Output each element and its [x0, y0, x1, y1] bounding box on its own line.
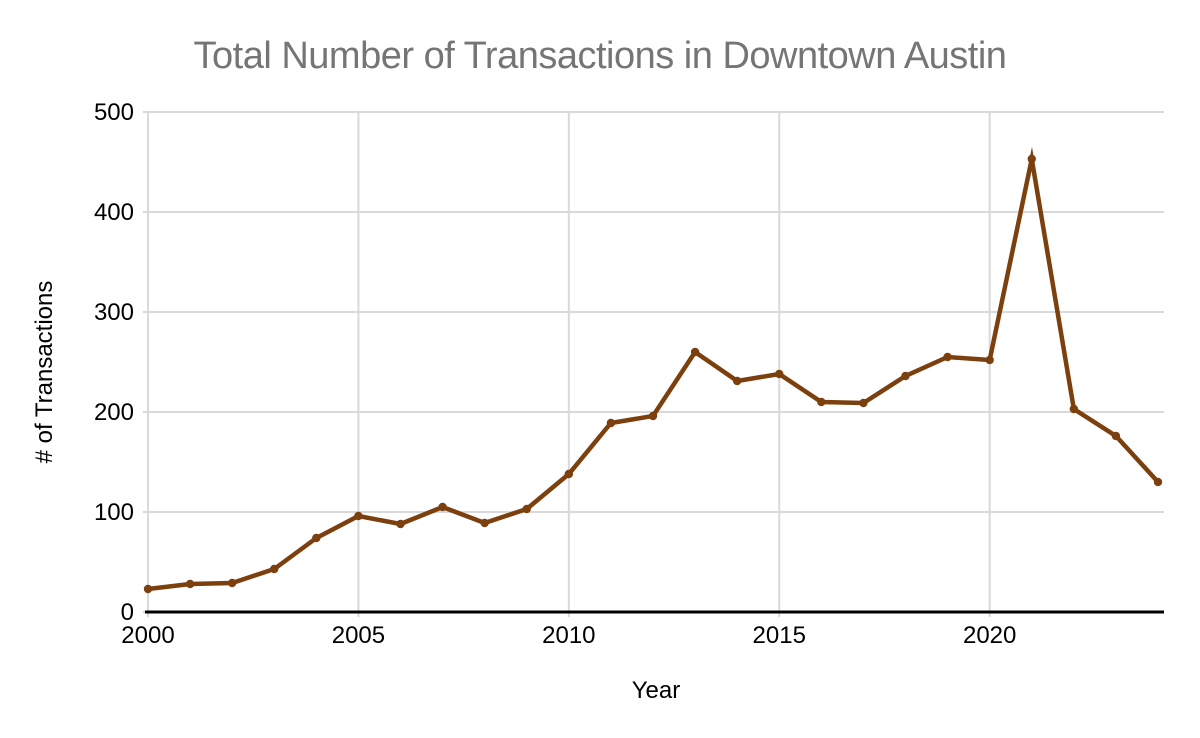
data-point	[270, 564, 279, 574]
x-tick-label: 2005	[332, 622, 385, 649]
data-point	[775, 369, 784, 379]
data-point	[1111, 431, 1121, 441]
y-tick-label: 300	[94, 299, 134, 326]
x-axis-title: Year	[631, 677, 681, 704]
data-point	[480, 518, 489, 528]
data-point	[438, 502, 447, 512]
x-tick-label: 2010	[542, 622, 595, 649]
data-point	[564, 469, 574, 479]
data-point	[227, 578, 237, 588]
data-point	[1027, 154, 1036, 164]
data-point	[859, 398, 868, 408]
data-point	[690, 347, 700, 357]
data-point	[648, 411, 658, 421]
y-tick-label: 200	[94, 399, 134, 426]
data-point	[396, 519, 405, 529]
y-tick-label: 400	[94, 199, 134, 226]
data-point	[606, 418, 616, 428]
data-point	[732, 376, 742, 386]
data-point	[354, 511, 363, 521]
chart-title: Total Number of Transactions in Downtown…	[193, 35, 1007, 77]
data-point	[901, 371, 910, 381]
data-point	[185, 579, 195, 589]
series-line	[147, 146, 1160, 592]
data-point	[143, 584, 153, 594]
data-point	[1069, 404, 1079, 414]
data-point	[985, 355, 994, 365]
y-tick-label: 100	[94, 499, 134, 526]
data-point	[312, 533, 321, 543]
x-tick-label: 2015	[753, 622, 806, 649]
y-tick-label: 500	[94, 99, 134, 126]
data-point	[817, 397, 826, 407]
x-tick-label: 2000	[121, 622, 174, 649]
x-tick-label: 2020	[963, 622, 1016, 649]
y-tick-label: 0	[121, 599, 134, 626]
data-point	[1153, 477, 1163, 487]
data-point	[522, 504, 531, 514]
data-point	[943, 352, 952, 362]
